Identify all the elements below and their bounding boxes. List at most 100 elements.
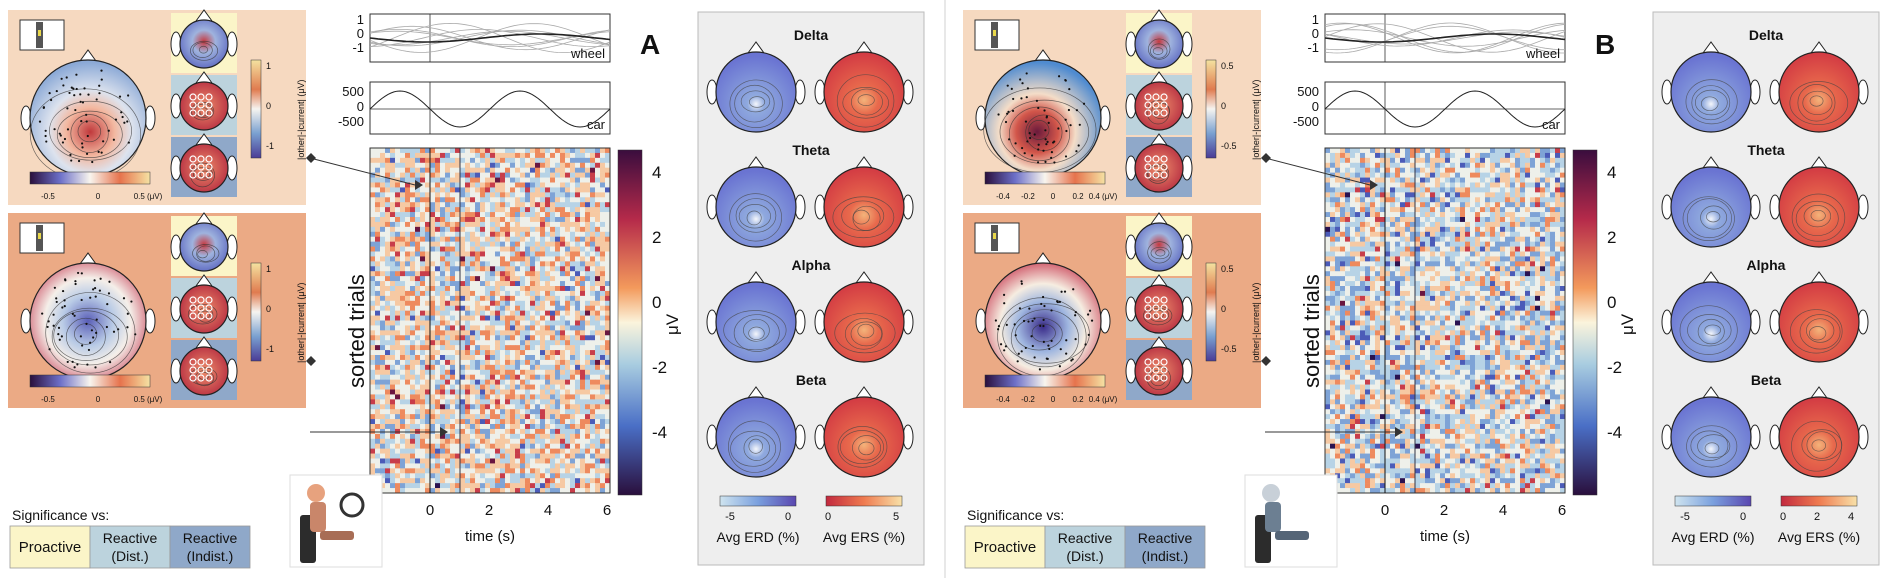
heatmap-cell: [415, 202, 420, 207]
heatmap-cell: [480, 252, 485, 257]
main-topoplot-bottom-electrode: [100, 278, 102, 280]
heatmap-cell: [380, 261, 385, 266]
heatmap-cell: [445, 187, 450, 192]
heatmap-cell: [465, 271, 470, 276]
heatmap-cell: [390, 232, 395, 237]
heatmap-cell: [575, 202, 580, 207]
heatmap-cell: [470, 173, 475, 178]
heatmap-cell: [505, 385, 510, 390]
heatmap-cell: [1400, 163, 1405, 168]
heatmap-cell: [585, 296, 590, 301]
heatmap-cell: [515, 429, 520, 434]
heatmap-cell: [510, 345, 515, 350]
heatmap-cell: [570, 291, 575, 296]
heatmap-cell: [445, 340, 450, 345]
heatmap-cell: [1510, 158, 1515, 163]
heatmap-cell: [1445, 207, 1450, 212]
heatmap-cell: [1475, 202, 1480, 207]
heatmap-cell: [485, 473, 490, 478]
heatmap-cell: [1440, 187, 1445, 192]
heatmap-cell: [515, 459, 520, 464]
heatmap-cell: [380, 444, 385, 449]
heatmap-cell: [1450, 242, 1455, 247]
heatmap-cell: [535, 360, 540, 365]
heatmap-cell: [580, 217, 585, 222]
main-topoplot-bottom-electrode: [99, 290, 101, 292]
heatmap-cell: [415, 291, 420, 296]
heatmap-cell: [585, 463, 590, 468]
heatmap-cell: [570, 321, 575, 326]
heatmap-cell: [440, 409, 445, 414]
heatmap-cell: [405, 330, 410, 335]
heatmap-cell: [1515, 173, 1520, 178]
main-topoplot-bottom-electrode: [81, 272, 83, 274]
heatmap-cell: [490, 281, 495, 286]
heatmap-cell: [515, 173, 520, 178]
heatmap-cell: [570, 385, 575, 390]
heatmap-cell: [400, 321, 405, 326]
heatmap-cell: [505, 202, 510, 207]
heatmap-cell: [395, 281, 400, 286]
heatmap-cell: [480, 439, 485, 444]
heatmap-cell: [475, 306, 480, 311]
heatmap-cell: [1500, 202, 1505, 207]
heatmap-cell: [1515, 153, 1520, 158]
heatmap-cell: [505, 325, 510, 330]
heatmap-cell: [415, 173, 420, 178]
heatmap-cell: [390, 390, 395, 395]
heatmap-cell: [530, 271, 535, 276]
heatmap-cell: [1455, 197, 1460, 202]
heatmap-cell: [375, 370, 380, 375]
heatmap-cell: [565, 252, 570, 257]
heatmap-cell: [555, 192, 560, 197]
heatmap-cell: [585, 380, 590, 385]
heatmap-cell: [500, 271, 505, 276]
heatmap-cell: [1360, 207, 1365, 212]
heatmap-cell: [595, 409, 600, 414]
heatmap-cell: [385, 197, 390, 202]
heatmap-cell: [560, 296, 565, 301]
heatmap-cell: [500, 454, 505, 459]
heatmap-cell: [545, 468, 550, 473]
heatmap-cell: [490, 296, 495, 301]
heatmap-cell: [525, 360, 530, 365]
heatmap-cell: [545, 212, 550, 217]
heatmap-cell: [550, 365, 555, 370]
heatmap-cell: [390, 345, 395, 350]
heatmap-cell: [575, 330, 580, 335]
heatmap-cell: [440, 207, 445, 212]
heatmap-cell: [445, 242, 450, 247]
heatmap-cell: [1550, 227, 1555, 232]
heatmap-cell: [440, 247, 445, 252]
heatmap-cell: [470, 296, 475, 301]
heatmap-cell: [1395, 207, 1400, 212]
heatmap-cell: [450, 306, 455, 311]
heatmap-cell: [390, 168, 395, 173]
heatmap-cell: [540, 335, 545, 340]
heatmap-cell: [540, 271, 545, 276]
heatmap-cell: [485, 301, 490, 306]
heatmap-cell: [1425, 207, 1430, 212]
heatmap-cell: [570, 409, 575, 414]
heatmap-cell: [580, 365, 585, 370]
heatmap-cell: [420, 414, 425, 419]
heatmap-cell: [1520, 202, 1525, 207]
heatmap-cell: [595, 237, 600, 242]
heatmap-cell: [1495, 163, 1500, 168]
heatmap-cell: [1365, 192, 1370, 197]
heatmap-cell: [580, 212, 585, 217]
heatmap-cell: [500, 321, 505, 326]
heatmap-cell: [1510, 168, 1515, 173]
heatmap-cell: [460, 390, 465, 395]
heatmap-cell: [1435, 163, 1440, 168]
heatmap-cell: [1505, 187, 1510, 192]
heatmap-cell: [410, 148, 415, 153]
heatmap-cell: [395, 390, 400, 395]
heatmap-cell: [1520, 168, 1525, 173]
heatmap-cell: [430, 325, 435, 330]
heatmap-cell: [465, 325, 470, 330]
heatmap-cell: [525, 478, 530, 483]
heatmap-cell: [545, 434, 550, 439]
heatmap-cell: [1475, 227, 1480, 232]
heatmap-cell: [440, 271, 445, 276]
